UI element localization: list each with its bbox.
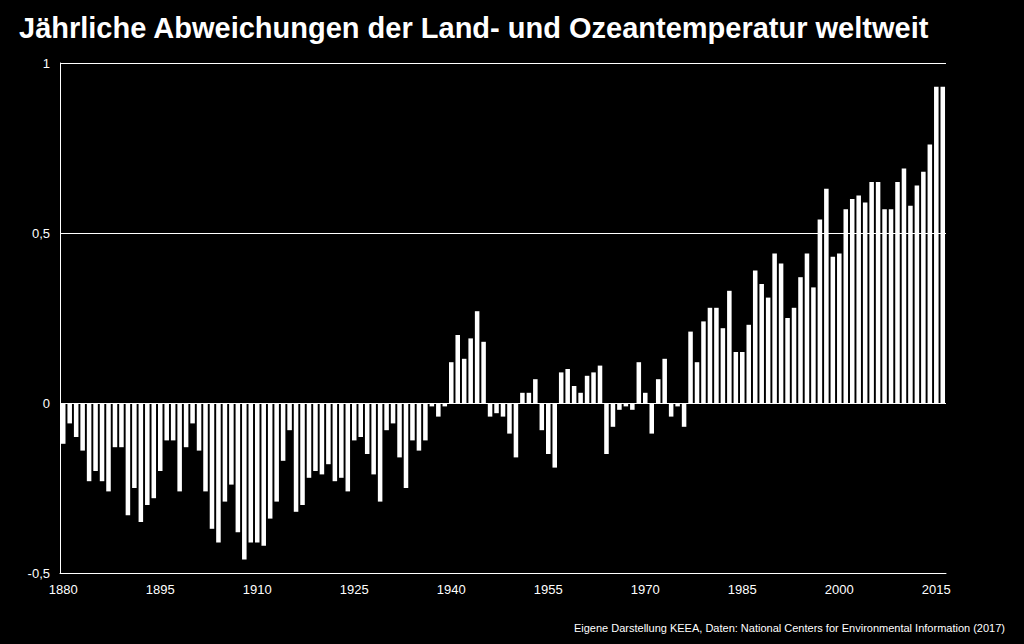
svg-text:1955: 1955 [534,582,563,597]
svg-text:1925: 1925 [340,582,369,597]
svg-text:1895: 1895 [146,582,175,597]
svg-text:0: 0 [43,396,50,411]
svg-text:2015: 2015 [922,582,951,597]
svg-text:-0,5: -0,5 [28,566,50,581]
svg-text:Jährliche Abweichungen der Lan: Jährliche Abweichungen der Land- und Oze… [19,12,929,44]
svg-text:1985: 1985 [728,582,757,597]
svg-text:1940: 1940 [437,582,466,597]
svg-text:1970: 1970 [631,582,660,597]
svg-text:1: 1 [43,56,50,71]
svg-text:2000: 2000 [825,582,854,597]
svg-text:1910: 1910 [243,582,272,597]
svg-text:0,5: 0,5 [32,226,50,241]
svg-text:1880: 1880 [49,582,78,597]
svg-text:Eigene Darstellung KEEA, Daten: Eigene Darstellung KEEA, Daten: National… [574,622,1005,634]
